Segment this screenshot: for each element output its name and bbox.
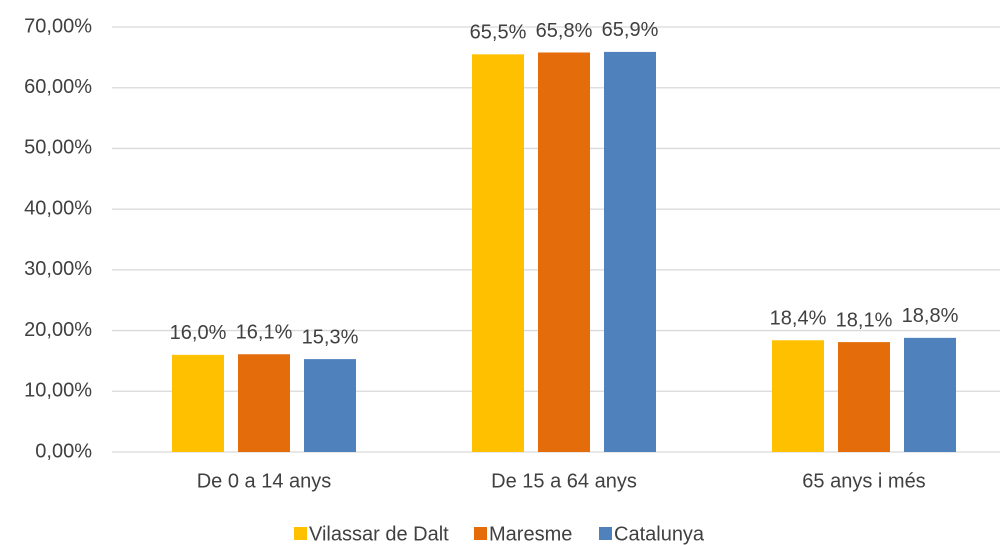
bar xyxy=(838,342,890,452)
bar xyxy=(304,359,356,452)
data-label: 16,1% xyxy=(236,322,293,344)
legend-swatch xyxy=(474,527,487,540)
data-label: 18,1% xyxy=(836,309,893,331)
data-label: 18,4% xyxy=(770,308,827,330)
legend-label: Vilassar de Dalt xyxy=(309,523,449,545)
bar xyxy=(538,52,590,452)
x-tick-label: De 0 a 14 anys xyxy=(197,470,332,492)
data-label: 65,8% xyxy=(536,20,593,42)
x-tick-label: De 15 a 64 anys xyxy=(491,470,637,492)
data-label: 16,0% xyxy=(170,322,227,344)
y-tick-label: 70,00% xyxy=(24,15,92,37)
bar xyxy=(772,340,824,452)
data-label: 15,3% xyxy=(302,326,359,348)
y-tick-label: 50,00% xyxy=(24,137,92,159)
legend-label: Maresme xyxy=(489,523,572,545)
y-tick-label: 40,00% xyxy=(24,197,92,219)
y-tick-label: 10,00% xyxy=(24,380,92,402)
bar xyxy=(904,337,956,452)
legend-swatch xyxy=(294,527,307,540)
y-tick-label: 20,00% xyxy=(24,319,92,341)
data-label: 18,8% xyxy=(902,305,959,327)
y-tick-label: 30,00% xyxy=(24,258,92,280)
data-label: 65,5% xyxy=(470,22,527,44)
legend-swatch xyxy=(599,527,612,540)
x-tick-label: 65 anys i més xyxy=(802,470,925,492)
bar xyxy=(238,354,290,452)
legend-label: Catalunya xyxy=(614,523,705,545)
bar xyxy=(472,54,524,452)
y-tick-label: 60,00% xyxy=(24,76,92,98)
data-label: 65,9% xyxy=(602,19,659,41)
bar xyxy=(172,354,224,452)
bar xyxy=(604,51,656,453)
y-tick-label: 0,00% xyxy=(35,440,92,462)
